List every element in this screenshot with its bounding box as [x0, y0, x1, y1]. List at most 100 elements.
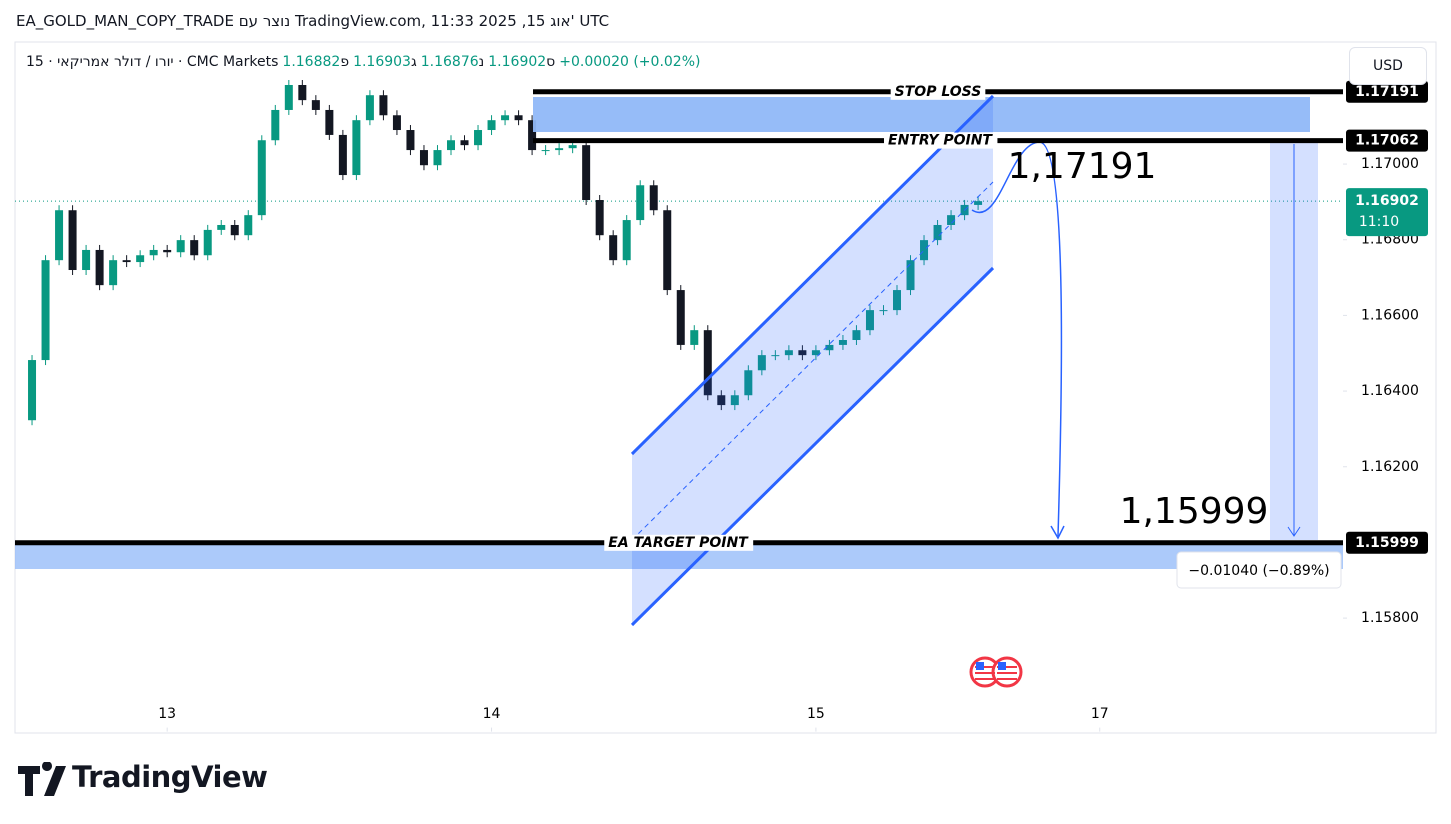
- candle-body: [325, 109, 334, 135]
- candle-body: [68, 210, 77, 271]
- candle-body: [892, 290, 901, 311]
- candle-body: [446, 140, 455, 151]
- candle-body: [771, 355, 780, 357]
- candle-body: [41, 260, 50, 361]
- candle-body: [933, 224, 942, 241]
- candle-body: [149, 249, 158, 256]
- candle-body: [825, 344, 834, 351]
- candle-body: [555, 148, 564, 151]
- candle-body: [95, 249, 104, 286]
- candle-body: [379, 95, 388, 116]
- candle-body: [352, 120, 361, 176]
- axis-level-label: 1.17062: [1355, 133, 1419, 149]
- chart-frame: [14, 41, 1437, 734]
- candle-body: [487, 120, 496, 131]
- candle-body: [109, 260, 118, 286]
- candle-body: [757, 355, 766, 371]
- x-tick-label: 13: [158, 706, 176, 722]
- y-tick-label: 1.16400: [1361, 383, 1419, 399]
- level-label: ENTRY POINT: [888, 133, 993, 149]
- candle-body: [947, 215, 956, 225]
- measure-head: [1287, 526, 1301, 537]
- candle-body: [163, 249, 172, 253]
- ohlc: פ1.16882: [282, 54, 349, 70]
- candle-body: [419, 150, 428, 166]
- candle-body: [798, 350, 807, 356]
- ohlc: נ1.16876: [421, 54, 485, 70]
- logo-icon: [18, 762, 66, 796]
- level-label: EA TARGET POINT: [608, 535, 749, 551]
- ohlc-value: 1.16903: [353, 54, 411, 70]
- y-tick-label: 1.15800: [1361, 610, 1419, 626]
- candle-body: [55, 210, 64, 261]
- axis-level-label: 1.15999: [1355, 535, 1419, 551]
- level-label-bg: [890, 83, 986, 100]
- arrow-head: [1050, 525, 1065, 540]
- ohlc-value: 1.16876: [420, 54, 479, 70]
- logo: TradingView: [72, 760, 268, 794]
- candle-body: [852, 330, 861, 341]
- ohlc-value: 1.16902: [488, 54, 547, 70]
- countdown: 11:10: [1359, 214, 1399, 230]
- axis-level-label: 1.17191: [1355, 84, 1419, 100]
- candle-body: [28, 360, 37, 421]
- measure-label-box: [1176, 551, 1342, 589]
- currency-button[interactable]: USD: [1349, 47, 1427, 85]
- candle-body: [541, 150, 550, 152]
- candle-body: [190, 240, 199, 256]
- stop-zone: [533, 97, 1310, 132]
- ohlc: ס1.16902: [488, 54, 555, 70]
- x-tick-label: 14: [483, 706, 501, 722]
- overlay: STOP LOSS 1.17191 ENTRY POINT 1.17062 EA TAR…: [15, 80, 1428, 554]
- candle-body: [474, 130, 483, 146]
- candle-body: [433, 150, 442, 166]
- candle-body: [730, 395, 739, 406]
- annotation: 1,15999: [1120, 491, 1269, 532]
- axis-level-box: [1346, 129, 1428, 152]
- measure-label: −0.01040 (−0.89%): [1188, 563, 1329, 579]
- candle-body: [257, 140, 266, 216]
- candle-body: [298, 84, 307, 101]
- y-tick-label: 1.16200: [1361, 459, 1419, 475]
- level-label-bg: [604, 534, 754, 551]
- candle-body: [582, 145, 591, 201]
- legend: 15 · יורו / דולר אמריקאי · CMC Markets פ…: [26, 54, 700, 70]
- candle-body: [879, 310, 888, 312]
- ohlc-key: פ: [340, 54, 350, 70]
- candle-body: [784, 350, 793, 356]
- flag-canton: [998, 662, 1006, 670]
- candle-body: [176, 240, 185, 253]
- ohlc-key: ג: [410, 54, 417, 70]
- channel-mid: [631, 181, 994, 541]
- last-price-box: [1346, 188, 1428, 237]
- candle-body: [690, 330, 699, 345]
- candle-body: [663, 210, 672, 291]
- candle-body: [217, 224, 226, 230]
- candle-body: [501, 115, 510, 121]
- candle-body: [528, 120, 537, 151]
- candle-body: [230, 224, 239, 236]
- candle-body: [392, 115, 401, 131]
- x-tick-label: 15: [807, 706, 825, 722]
- candle-body: [338, 134, 347, 176]
- level-label: STOP LOSS: [895, 84, 982, 100]
- candle-body: [284, 84, 293, 110]
- level-label-bg: [884, 132, 998, 149]
- channel-lower: [630, 266, 995, 627]
- candle-body: [865, 310, 874, 331]
- candle-body: [649, 185, 658, 211]
- change: +0.00020 (+0.02%): [559, 54, 701, 70]
- candle-body: [838, 340, 847, 345]
- candle-body: [703, 330, 712, 396]
- candle-body: [244, 215, 253, 236]
- candle-body: [906, 260, 915, 291]
- candle-body: [974, 201, 983, 205]
- candle-body: [311, 100, 320, 110]
- ohlc: ג1.16903: [353, 54, 417, 70]
- candle-body: [136, 255, 145, 263]
- candle-body: [622, 220, 631, 261]
- ohlc-value: 1.16882: [282, 54, 341, 70]
- candle-body: [676, 290, 685, 345]
- y-tick-label: 1.16600: [1361, 307, 1419, 323]
